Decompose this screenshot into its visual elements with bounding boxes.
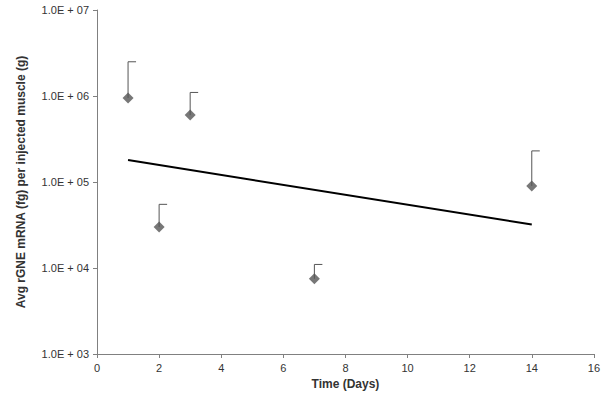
svg-text:2: 2 bbox=[156, 362, 162, 374]
svg-text:4: 4 bbox=[218, 362, 224, 374]
svg-text:8: 8 bbox=[342, 362, 348, 374]
svg-text:14: 14 bbox=[526, 362, 538, 374]
svg-text:0: 0 bbox=[94, 362, 100, 374]
svg-text:Time (Days): Time (Days) bbox=[312, 377, 380, 391]
svg-text:6: 6 bbox=[280, 362, 286, 374]
svg-text:1.0E + 05: 1.0E + 05 bbox=[42, 176, 89, 188]
svg-text:12: 12 bbox=[464, 362, 476, 374]
svg-text:1.0E + 04: 1.0E + 04 bbox=[42, 262, 89, 274]
svg-text:Avg rGNE mRNA (fg) per injecte: Avg rGNE mRNA (fg) per injected muscle (… bbox=[14, 56, 28, 308]
svg-text:1.0E + 03: 1.0E + 03 bbox=[42, 348, 89, 360]
svg-text:1.0E + 07: 1.0E + 07 bbox=[42, 4, 89, 16]
svg-text:10: 10 bbox=[401, 362, 413, 374]
svg-text:16: 16 bbox=[588, 362, 600, 374]
svg-text:1.0E + 06: 1.0E + 06 bbox=[42, 90, 89, 102]
